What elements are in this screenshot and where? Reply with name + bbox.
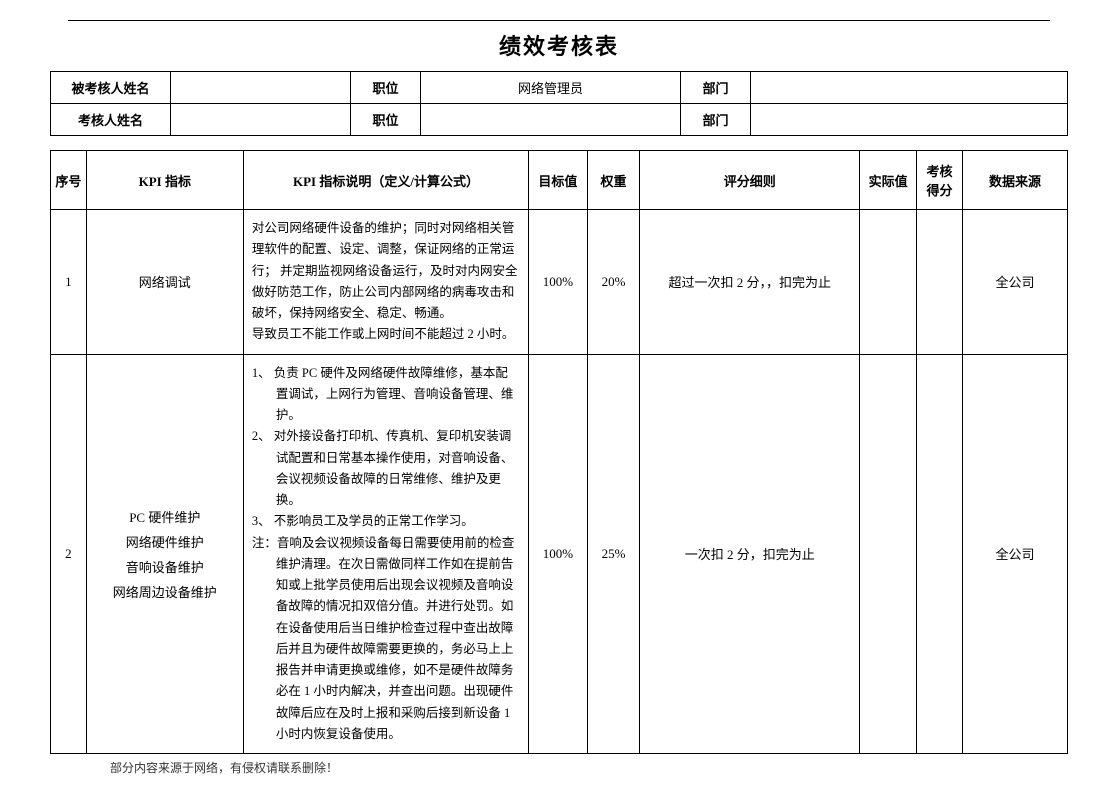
table-row: 1 网络调试 对公司网络硬件设备的维护；同时对网络相关管理软件的配置、设定、调整… (51, 210, 1068, 355)
value-evaluee-dept (751, 72, 1068, 104)
value-evaluee-position: 网络管理员 (421, 72, 681, 104)
col-target: 目标值 (529, 151, 588, 210)
cell-weight: 25% (587, 354, 639, 754)
kpi-table: 序号 KPI 指标 KPI 指标说明（定义/计算公式） 目标值 权重 评分细则 … (50, 150, 1068, 754)
cell-target: 100% (529, 210, 588, 355)
desc-item: 1、 负责 PC 硬件及网络硬件故障维修，基本配置调试，上网行为管理、音响设备管… (252, 363, 520, 427)
cell-actual (860, 354, 917, 754)
value-evaluator-position (421, 104, 681, 136)
value-evaluator-dept (751, 104, 1068, 136)
cell-kpi: 网络调试 (86, 210, 243, 355)
label-evaluator-name: 考核人姓名 (51, 104, 171, 136)
label-evaluator-dept: 部门 (681, 104, 751, 136)
cell-kpi: PC 硬件维护 网络硬件维护 音响设备维护 网络周边设备维护 (86, 354, 243, 754)
label-evaluee-name: 被考核人姓名 (51, 72, 171, 104)
table-row: 2 PC 硬件维护 网络硬件维护 音响设备维护 网络周边设备维护 1、 负责 P… (51, 354, 1068, 754)
cell-seq: 2 (51, 354, 87, 754)
col-kpi: KPI 指标 (86, 151, 243, 210)
label-evaluee-dept: 部门 (681, 72, 751, 104)
header-info-table: 被考核人姓名 职位 网络管理员 部门 考核人姓名 职位 部门 (50, 71, 1068, 136)
label-evaluator-position: 职位 (351, 104, 421, 136)
kpi-header-row: 序号 KPI 指标 KPI 指标说明（定义/计算公式） 目标值 权重 评分细则 … (51, 151, 1068, 210)
kpi-line: 网络周边设备维护 (91, 582, 239, 601)
col-source: 数据来源 (963, 151, 1068, 210)
cell-desc: 1、 负责 PC 硬件及网络硬件故障维修，基本配置调试，上网行为管理、音响设备管… (243, 354, 528, 754)
top-horizontal-rule (68, 20, 1050, 21)
col-seq: 序号 (51, 151, 87, 210)
cell-desc: 对公司网络硬件设备的维护；同时对网络相关管理软件的配置、设定、调整，保证网络的正… (243, 210, 528, 355)
value-evaluator-name (171, 104, 351, 136)
col-score: 考核得分 (916, 151, 962, 210)
cell-score (916, 210, 962, 355)
kpi-line: PC 硬件维护 (91, 507, 239, 526)
col-desc: KPI 指标说明（定义/计算公式） (243, 151, 528, 210)
page-title: 绩效考核表 (50, 29, 1068, 61)
cell-source: 全公司 (963, 354, 1068, 754)
col-actual: 实际值 (860, 151, 917, 210)
cell-seq: 1 (51, 210, 87, 355)
cell-actual (860, 210, 917, 355)
col-rule: 评分细则 (640, 151, 860, 210)
desc-item: 3、 不影响员工及学员的正常工作学习。 (252, 511, 520, 532)
kpi-line: 网络硬件维护 (91, 532, 239, 551)
col-weight: 权重 (587, 151, 639, 210)
desc-item: 注：音响及会议视频设备每日需要使用前的检查维护清理。在次日需做同样工作如在提前告… (252, 533, 520, 746)
desc-line: 导致员工不能工作或上网时间不能超过 2 小时。 (252, 324, 520, 345)
cell-score (916, 354, 962, 754)
cell-target: 100% (529, 354, 588, 754)
header-row-evaluee: 被考核人姓名 职位 网络管理员 部门 (51, 72, 1068, 104)
value-evaluee-name (171, 72, 351, 104)
kpi-line: 音响设备维护 (91, 557, 239, 576)
header-row-evaluator: 考核人姓名 职位 部门 (51, 104, 1068, 136)
footer-note: 部分内容来源于网络，有侵权请联系删除！ (110, 759, 338, 776)
cell-weight: 20% (587, 210, 639, 355)
desc-line: 对公司网络硬件设备的维护；同时对网络相关管理软件的配置、设定、调整，保证网络的正… (252, 218, 520, 324)
label-evaluee-position: 职位 (351, 72, 421, 104)
desc-item: 2、 对外接设备打印机、传真机、复印机安装调试配置和日常基本操作使用，对音响设备… (252, 426, 520, 511)
cell-source: 全公司 (963, 210, 1068, 355)
cell-rule: 超过一次扣 2 分，，扣完为止 (640, 210, 860, 355)
cell-rule: 一次扣 2 分，扣完为止 (640, 354, 860, 754)
